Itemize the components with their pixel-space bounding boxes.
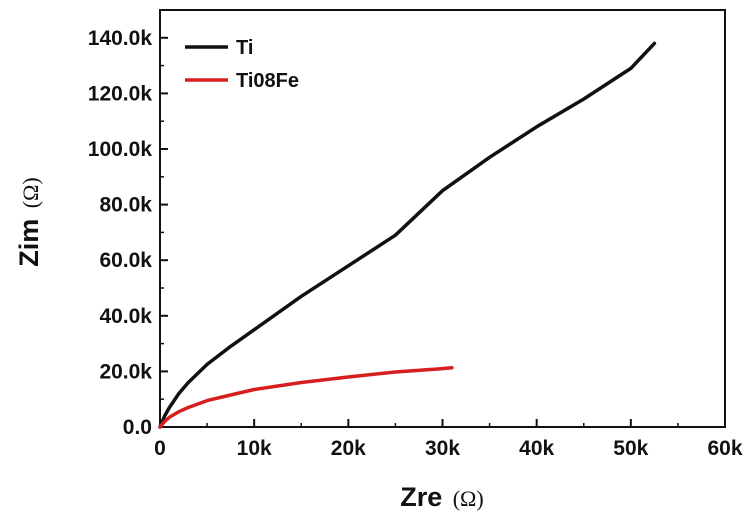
x-axis-ticks: 0 10k 20k 30k 40k 50k 60k	[154, 419, 743, 460]
x-tick-label: 0	[154, 437, 166, 460]
y-tick-label: 140.0k	[88, 27, 153, 50]
y-axis-title: Zim (Ω)	[14, 177, 44, 266]
x-tick-label: 20k	[331, 437, 366, 460]
series-layer	[158, 41, 657, 429]
x-tick-label: 50k	[613, 437, 648, 460]
x-axis-unit: (Ω)	[453, 486, 484, 511]
x-tick-label: 40k	[519, 437, 554, 460]
y-tick-label: 80.0k	[99, 194, 152, 217]
x-axis-title: Zre (Ω)	[400, 482, 484, 512]
x-tick-label: 10k	[237, 437, 272, 460]
y-tick-label: 60.0k	[99, 249, 152, 272]
y-tick-label: 0.0	[123, 416, 152, 439]
x-tick-label: 30k	[425, 437, 460, 460]
y-axis-unit: (Ω)	[18, 177, 43, 208]
x-axis-title-text: Zre	[400, 482, 442, 512]
y-tick-label: 40.0k	[99, 305, 152, 328]
y-axis-ticks: 0.0 20.0k 40.0k 60.0k 80.0k 100.0k 120.0k 140.0…	[88, 27, 168, 439]
y-tick-label: 100.0k	[88, 138, 153, 161]
series-line-ti	[158, 41, 657, 429]
legend-label-ti: Ti	[236, 37, 253, 59]
y-tick-label: 120.0k	[88, 82, 153, 105]
series-line-ti08fe	[158, 366, 454, 429]
y-tick-label: 20.0k	[99, 360, 152, 383]
legend-label-ti08fe: Ti08Fe	[236, 70, 299, 92]
x-tick-label: 60k	[707, 437, 742, 460]
legend: Ti Ti08Fe	[185, 37, 299, 92]
y-axis-title-text: Zim	[14, 219, 44, 267]
